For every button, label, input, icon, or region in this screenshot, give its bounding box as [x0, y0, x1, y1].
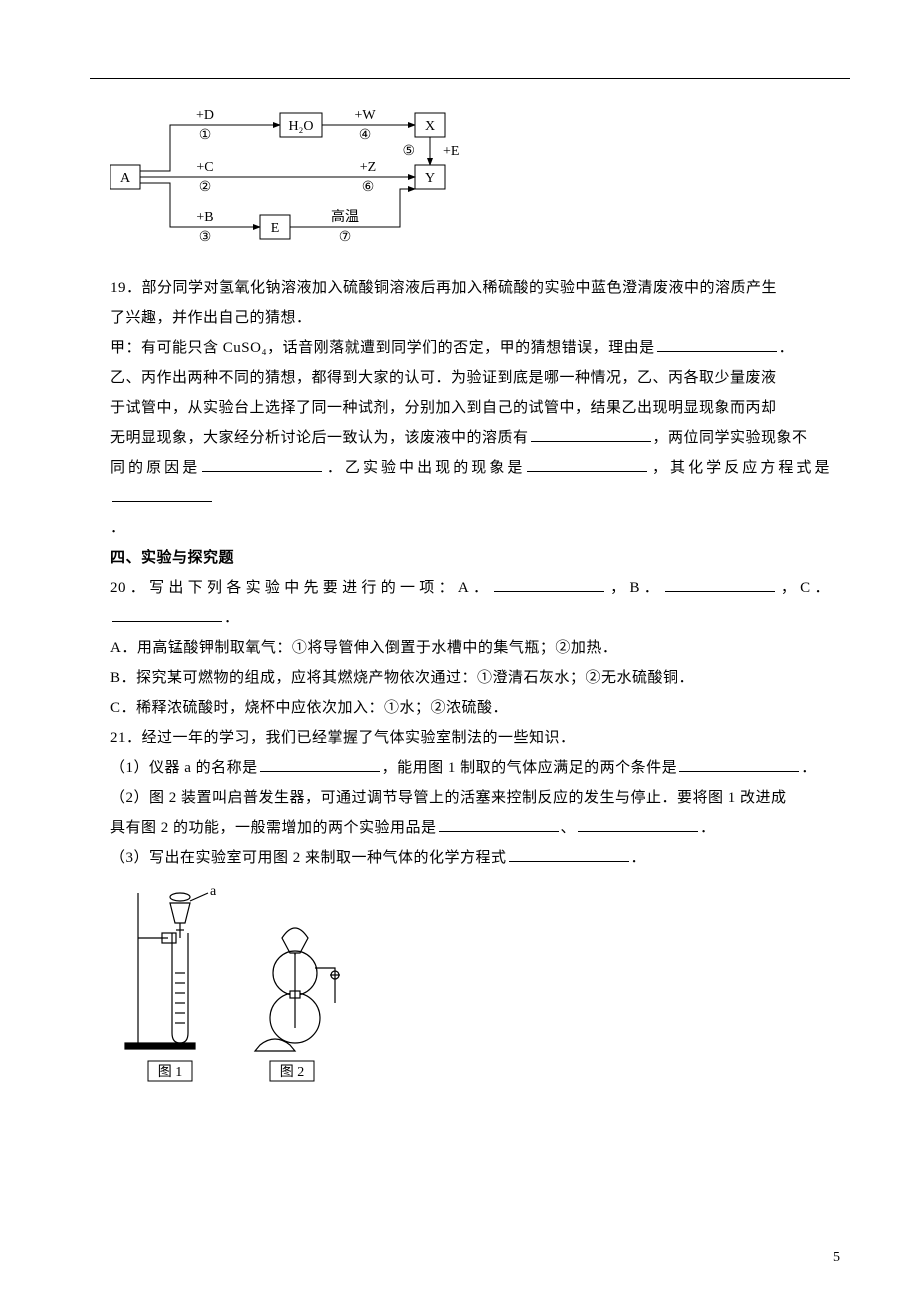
- blank: [202, 455, 322, 473]
- q19-yb3-mid: ，两位同学实验现象不: [653, 430, 808, 446]
- q19-jia: 甲：有可能只含 CuSO₄，话音刚落就遭到同学们的否定，甲的猜想错误，理由是 ．: [110, 333, 830, 363]
- q21-intro: 21．经过一年的学习，我们已经掌握了气体实验室制法的一些知识．: [110, 723, 830, 753]
- node-h2o: H₂O: [288, 119, 313, 134]
- q19-yb4-mid: ．乙实验中出现的现象是: [324, 460, 525, 476]
- q20-a-label: A．: [458, 580, 492, 596]
- q19-period: ．: [110, 513, 830, 543]
- blank: [509, 845, 629, 863]
- page-number: 5: [833, 1244, 840, 1272]
- q19-number: 19．: [110, 280, 142, 296]
- q19-yb4-pre: 同的原因是: [110, 460, 200, 476]
- circled-7: ⑦: [339, 230, 352, 245]
- q21-p1-post: ．: [801, 760, 817, 776]
- lab-figures-svg: a: [110, 883, 360, 1088]
- q21-p3-pre: （3）写出在实验室可用图 2 来制取一种气体的化学方程式: [110, 850, 507, 866]
- blank: [439, 815, 559, 833]
- q19-jia-pre: 甲：有可能只含 CuSO₄，话音刚落就遭到同学们的否定，甲的猜想错误，理由是: [110, 340, 655, 356]
- q19-yb-3: 无明显现象，大家经分析讨论后一致认为，该废液中的溶质有 ，两位同学实验现象不: [110, 423, 830, 453]
- q19-jia-post: ．: [779, 340, 795, 356]
- label-b: +B: [196, 210, 213, 225]
- q21-p3-post: ．: [631, 850, 647, 866]
- q20-c-label: ，C．: [777, 580, 830, 596]
- circled-5: ⑤: [402, 144, 415, 159]
- fig1-label: 图 1: [158, 1065, 183, 1080]
- q21-intro-text: 经过一年的学习，我们已经掌握了气体实验室制法的一些知识．: [142, 730, 576, 746]
- circled-4: ④: [359, 128, 372, 143]
- circled-2: ②: [199, 180, 212, 195]
- q21-p2-post: ．: [700, 820, 716, 836]
- q19-yb-2: 于试管中，从实验台上选择了同一种试剂，分别加入到自己的试管中，结果乙出现明显现象…: [110, 393, 830, 423]
- q20-line-b: B．探究某可燃物的组成，应将其燃烧产物依次通过：①澄清石灰水；②无水硫酸铜．: [110, 663, 830, 693]
- blank: [665, 575, 775, 593]
- q21-p1: （1）仪器 a 的名称是 ，能用图 1 制取的气体应满足的两个条件是 ．: [110, 753, 830, 783]
- q21-p2-line1: （2）图 2 装置叫启普发生器，可通过调节导管上的活塞来控制反应的发生与停止．要…: [110, 783, 830, 813]
- label-w: +W: [354, 108, 376, 123]
- q19-yb4-mid2: ，其化学反应方程式是: [649, 460, 830, 476]
- node-e: E: [271, 221, 280, 236]
- circled-6: ⑥: [362, 180, 375, 195]
- q20-line-c: C．稀释浓硫酸时，烧杯中应依次加入：①水；②浓硫酸．: [110, 693, 830, 723]
- q19-yb-1: 乙、丙作出两种不同的猜想，都得到大家的认可．为验证到底是哪一种情况，乙、丙各取少…: [110, 363, 830, 393]
- label-z: +Z: [360, 160, 376, 175]
- q21-p2-sep: 、: [561, 820, 577, 836]
- blank: [112, 485, 212, 503]
- section-4-title: 四、实验与探究题: [110, 543, 830, 573]
- q21-p3: （3）写出在实验室可用图 2 来制取一种气体的化学方程式 ．: [110, 843, 830, 873]
- q20-lead: 20．写出下列各实验中先要进行的一项：A． ，B． ，C． ．: [110, 573, 830, 633]
- label-d: +D: [196, 108, 214, 123]
- fig2-label: 图 2: [280, 1065, 305, 1080]
- blank: [679, 755, 799, 773]
- flow-diagram-svg: A +D ① +C ② +B ③ H₂O E +W ④: [110, 105, 470, 255]
- node-x: X: [425, 119, 435, 134]
- q21-p1-mid: ，能用图 1 制取的气体应满足的两个条件是: [382, 760, 678, 776]
- blank: [260, 755, 380, 773]
- flow-diagram: A +D ① +C ② +B ③ H₂O E +W ④: [110, 105, 830, 255]
- label-a: a: [210, 884, 217, 899]
- label-e-arrow: +E: [443, 144, 459, 159]
- node-a: A: [120, 171, 131, 186]
- blank: [112, 605, 222, 623]
- blank: [527, 455, 647, 473]
- label-c: +C: [196, 160, 213, 175]
- q21-p1-pre: （1）仪器 a 的名称是: [110, 760, 258, 776]
- q19-intro1-text: 部分同学对氢氧化钠溶液加入硫酸铜溶液后再加入稀硫酸的实验中蓝色澄清废液中的溶质产…: [142, 280, 778, 296]
- q19-yb3-pre: 无明显现象，大家经分析讨论后一致认为，该废液中的溶质有: [110, 430, 529, 446]
- q21-p2-pre: 具有图 2 的功能，一般需增加的两个实验用品是: [110, 820, 437, 836]
- circled-1: ①: [199, 128, 212, 143]
- page: A +D ① +C ② +B ③ H₂O E +W ④: [0, 0, 920, 1302]
- blank: [494, 575, 604, 593]
- lab-figures: a: [110, 883, 830, 1088]
- blank: [657, 335, 777, 353]
- blank: [578, 815, 698, 833]
- q19-intro-2: 了兴趣，并作出自己的猜想．: [110, 303, 830, 333]
- q20-tail: ．: [224, 610, 240, 626]
- q20-number: 20．: [110, 580, 149, 596]
- q20-b-label: ，B．: [606, 580, 663, 596]
- q20-lead-text: 写出下列各实验中先要进行的一项：: [149, 580, 458, 596]
- node-y: Y: [425, 171, 435, 186]
- q19-yb-4: 同的原因是 ．乙实验中出现的现象是 ，其化学反应方程式是: [110, 453, 830, 513]
- q19-intro-1: 19．部分同学对氢氧化钠溶液加入硫酸铜溶液后再加入稀硫酸的实验中蓝色澄清废液中的…: [110, 273, 830, 303]
- label-hightemp: 高温: [331, 208, 359, 225]
- q21-p2-line2: 具有图 2 的功能，一般需增加的两个实验用品是 、 ．: [110, 813, 830, 843]
- q20-line-a: A．用高锰酸钾制取氧气：①将导管伸入倒置于水槽中的集气瓶；②加热．: [110, 633, 830, 663]
- circled-3: ③: [199, 230, 212, 245]
- q21-number: 21．: [110, 730, 142, 746]
- blank: [531, 425, 651, 443]
